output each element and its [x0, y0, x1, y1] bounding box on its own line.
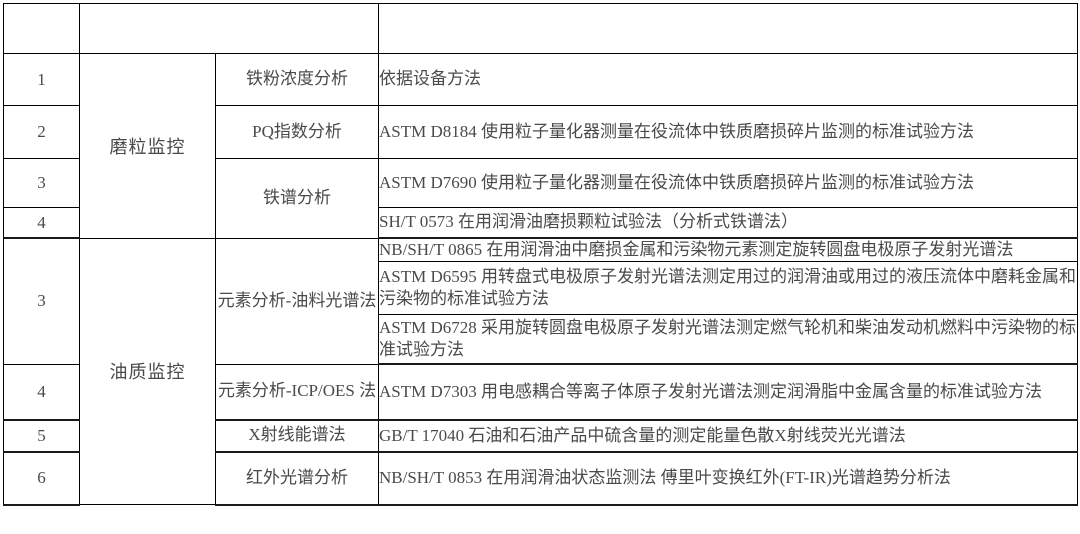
cell-standard: NB/SH/T 0853 在用润滑油状态监测法 傅里叶变换红外(FT-IR)光谱…	[378, 451, 1078, 506]
cell-no: 4	[3, 363, 80, 421]
cell-standard: ASTM D7303 用电感耦合等离子体原子发射光谱法测定润滑脂中金属含量的标准…	[378, 363, 1078, 421]
cell-analysis-item: PQ指数分析	[215, 105, 379, 159]
cell-no: 6	[3, 451, 80, 506]
table-row: 6 红外光谱分析 NB/SH/T 0853 在用润滑油状态监测法 傅里叶变换红外…	[3, 451, 1078, 506]
cell-no: 4	[3, 207, 80, 239]
cell-no: 5	[3, 419, 80, 453]
cell-standard: SH/T 0573 在用润滑油磨损颗粒试验法（分析式铁谱法）	[378, 207, 1078, 239]
cell-analysis-item: 元素分析-油料光谱法	[215, 237, 379, 365]
table-body: 1 磨粒监控 铁粉浓度分析 依据设备方法 2 PQ指数分析 ASTM D8184…	[3, 53, 1078, 506]
cell-category: 磨粒监控	[79, 53, 216, 239]
cell-analysis-item: 红外光谱分析	[215, 451, 379, 506]
table-row: ASTM D6728 采用旋转圆盘电极原子发射光谱法测定燃气轮机和柴油发动机燃料…	[4, 314, 1078, 366]
header-row: 序号 分析项目 执行标准	[3, 3, 1078, 54]
cell-analysis-item: 元素分析-ICP/OES 法	[215, 363, 379, 421]
cell-standard: ASTM D6728 采用旋转圆盘电极原子发射光谱法测定燃气轮机和柴油发动机燃料…	[378, 314, 1078, 366]
table-row: 3 铁谱分析 ASTM D7690 使用粒子量化器测量在役流体中铁质磨损碎片监测…	[3, 158, 1078, 239]
cell-analysis-item: X射线能谱法	[215, 419, 379, 453]
cell-no: 1	[3, 53, 80, 106]
cell-no: 2	[3, 105, 80, 159]
document-page: 序号 分析项目 执行标准 1 磨粒监控 铁粉浓度分析 依据设备方法 2 PQ指数…	[0, 3, 1080, 534]
column-header-no: 序号	[3, 3, 80, 54]
cell-no: 3	[3, 237, 80, 365]
cell-analysis-item: 铁谱分析	[215, 158, 379, 239]
cell-standard: ASTM D8184 使用粒子量化器测量在役流体中铁质磨损碎片监测的标准试验方法	[378, 105, 1078, 159]
table-row: 5 X射线能谱法 GB/T 17040 石油和石油产品中硫含量的测定能量色散X射…	[3, 419, 1078, 453]
table-row: 1 磨粒监控 铁粉浓度分析 依据设备方法	[3, 53, 1078, 239]
table-row: 3 油质监控 元素分析-油料光谱法 NB/SH/T 0865 在用润滑油中磨损金…	[3, 237, 1078, 506]
cell-category: 油质监控	[79, 237, 216, 506]
cell-standard: ASTM D6595 用转盘式电极原子发射光谱法测定用过的润滑油或用过的液压流体…	[378, 261, 1078, 316]
cell-standard: NB/SH/T 0865 在用润滑油中磨损金属和污染物元素测定旋转圆盘电极原子发…	[378, 237, 1078, 263]
cell-standard: 依据设备方法	[378, 53, 1078, 106]
column-header-analysis-item: 分析项目	[79, 3, 379, 54]
analysis-standards-table: 序号 分析项目 执行标准 1 磨粒监控 铁粉浓度分析 依据设备方法 2 PQ指数…	[3, 3, 1078, 506]
column-header-standard: 执行标准	[378, 3, 1078, 54]
table-header: 序号 分析项目 执行标准	[3, 3, 1078, 54]
cell-analysis-item: 铁粉浓度分析	[215, 53, 379, 106]
table-row: 4 SH/T 0573 在用润滑油磨损颗粒试验法（分析式铁谱法）	[3, 207, 1078, 239]
cell-standard: GB/T 17040 石油和石油产品中硫含量的测定能量色散X射线荧光光谱法	[378, 419, 1078, 453]
table-row: 2 PQ指数分析 ASTM D8184 使用粒子量化器测量在役流体中铁质磨损碎片…	[3, 105, 1078, 159]
cell-no: 3	[3, 158, 80, 208]
table-row: 4 元素分析-ICP/OES 法 ASTM D7303 用电感耦合等离子体原子发…	[3, 363, 1078, 421]
table-row: ASTM D6595 用转盘式电极原子发射光谱法测定用过的润滑油或用过的液压流体…	[4, 261, 1078, 316]
cell-standard: ASTM D7690 使用粒子量化器测量在役流体中铁质磨损碎片监测的标准试验方法	[378, 158, 1078, 208]
